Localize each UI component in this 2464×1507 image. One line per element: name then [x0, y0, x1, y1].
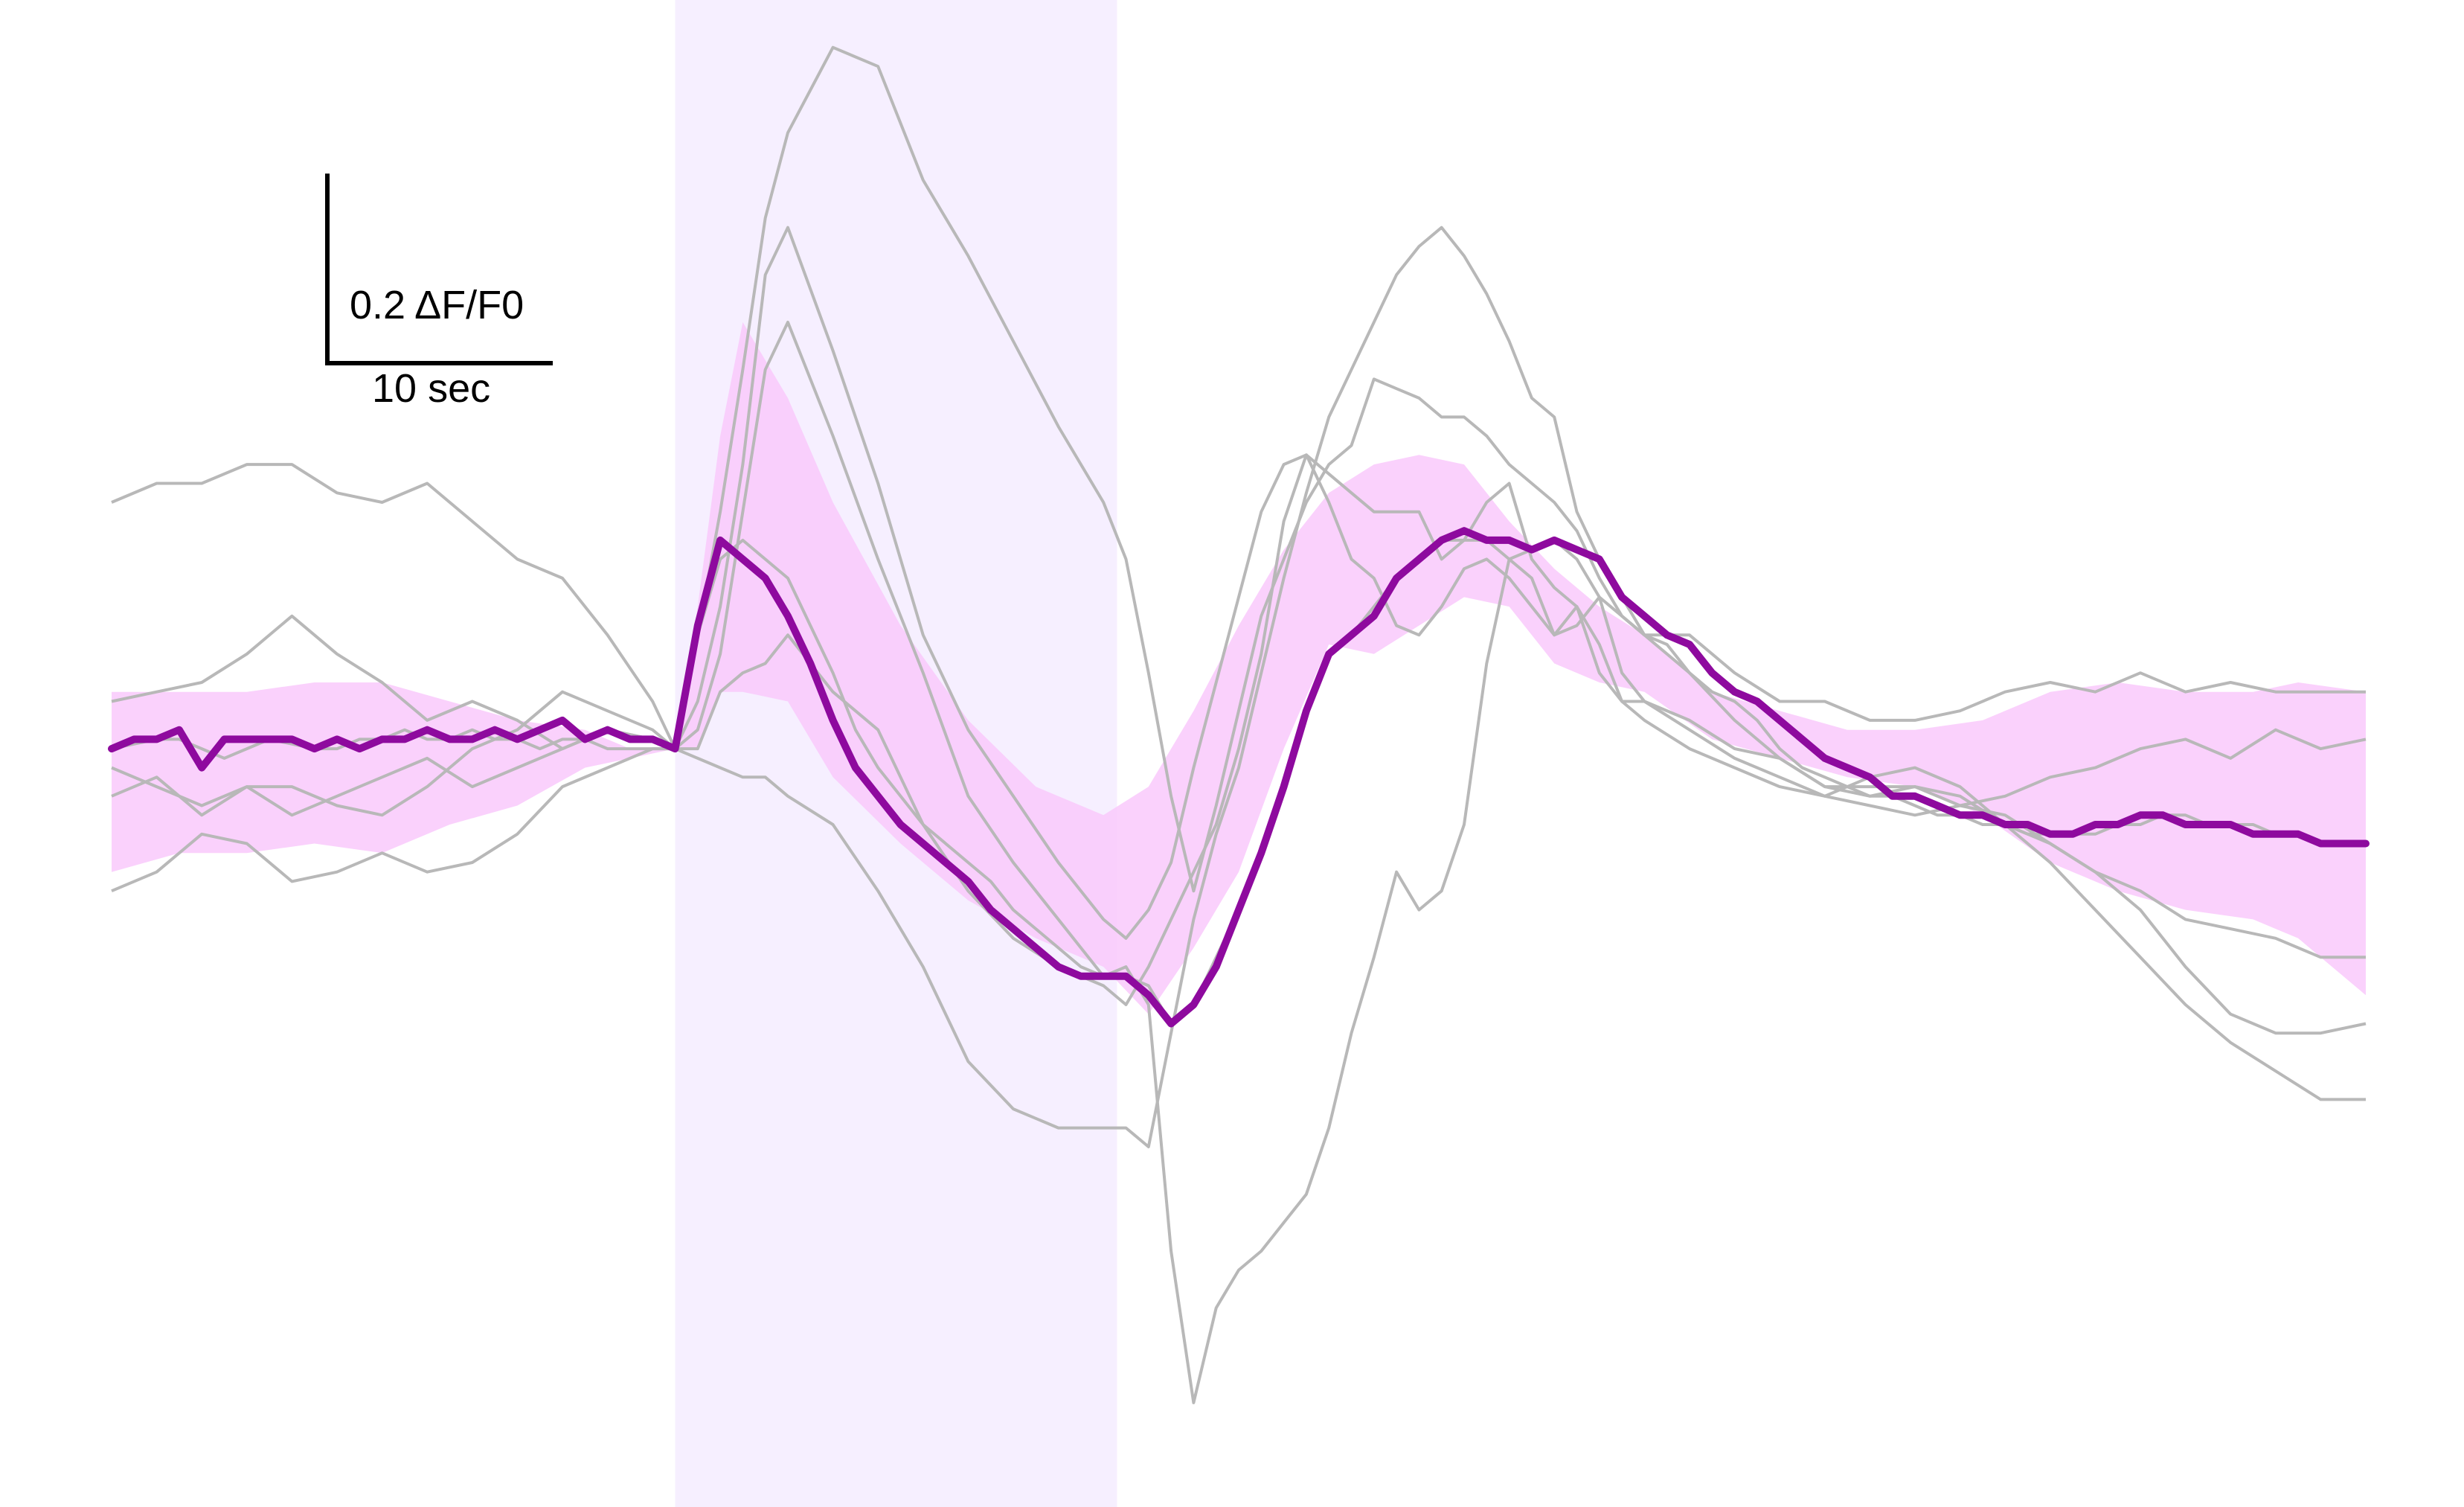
y-scale-label: 0.2 ΔF/F0	[350, 283, 524, 327]
sem-band	[112, 322, 2366, 1014]
individual-trace-4	[111, 453, 2366, 1006]
scale-bar: 0.2 ΔF/F0 10 sec	[325, 173, 553, 411]
mean-trace	[108, 527, 2370, 1028]
x-scale-label: 10 sec	[372, 366, 490, 411]
